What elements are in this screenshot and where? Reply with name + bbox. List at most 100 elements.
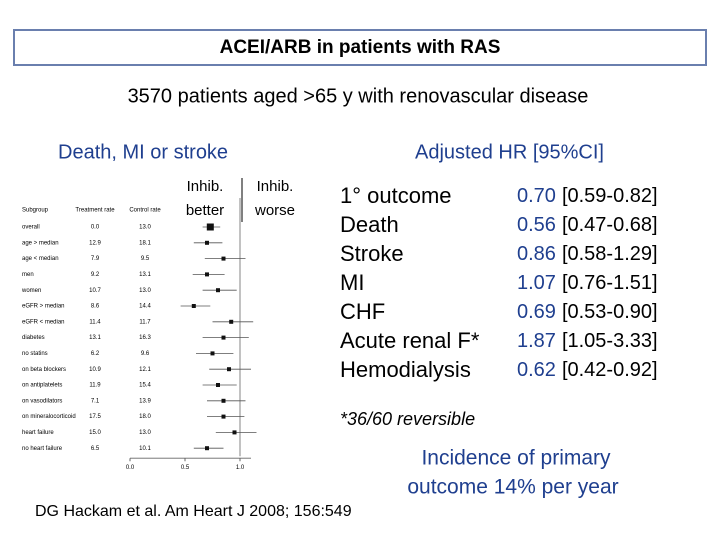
subgroup-label: on vasodilators (22, 398, 62, 404)
control-rate: 9.5 (141, 256, 150, 262)
treatment-rate: 6.2 (91, 351, 100, 357)
confidence-interval: [0.76-1.51] (562, 272, 658, 294)
control-rate: 18.1 (139, 240, 151, 246)
control-rate: 13.0 (139, 288, 151, 294)
outcome-name: Acute renal F* (340, 328, 480, 353)
hazard-ratio: 1.87 (517, 330, 556, 352)
treatment-rate: 10.7 (89, 288, 101, 294)
hazard-ratio: 1.07 (517, 272, 556, 294)
control-rate: 10.1 (139, 446, 151, 452)
subgroup-label: men (22, 272, 34, 278)
subgroup-label: women (21, 288, 41, 294)
treatment-rate: 8.6 (91, 304, 100, 310)
treatment-rate: 11.4 (89, 319, 101, 325)
column-header: Subgroup (22, 208, 49, 214)
hr-marker (216, 288, 220, 293)
forest-plot: Subgroup Treatment rate Control rate 0.0 0.5… (21, 198, 257, 471)
incidence: Incidence of primary (421, 447, 611, 470)
hazard-ratio: 0.69 (517, 301, 556, 323)
better-label: better (186, 202, 224, 219)
subgroup-label: on mineralocorticoid (22, 414, 76, 420)
outcome-value: 0.69 [0.53-0.90] (517, 301, 658, 323)
treatment-rate: 0.0 (91, 225, 100, 231)
hr-marker (227, 367, 231, 372)
column-header: Control rate (129, 208, 161, 214)
hr-marker (210, 351, 215, 356)
hazard-ratio: 0.86 (517, 243, 556, 265)
outcome-list: 1° outcome 0.70 [0.59-0.82] Death 0.56 [0.47-… (340, 183, 658, 382)
subgroup-label: no heart failure (22, 446, 63, 452)
confidence-interval: [0.47-0.68] (562, 214, 658, 236)
worse-label: Inhib. (257, 178, 294, 195)
incidence: outcome 14% per year (407, 476, 618, 499)
footnote: *36/60 reversible (340, 409, 475, 429)
outcome-name: 1° outcome (340, 183, 452, 208)
control-rate: 15.4 (139, 383, 151, 389)
subgroup-label: overall (22, 225, 40, 231)
hr-marker (205, 272, 209, 277)
treatment-rate: 12.9 (89, 240, 101, 246)
control-rate: 13.0 (139, 225, 151, 231)
treatment-rate: 10.9 (89, 367, 101, 373)
right-heading: Adjusted HR [95%CI] (415, 141, 604, 163)
hazard-ratio: 0.56 (517, 214, 556, 236)
control-rate: 14.4 (139, 304, 151, 310)
confidence-interval: [1.05-3.33] (562, 330, 658, 352)
outcome-name: CHF (340, 299, 385, 324)
hr-marker (221, 414, 226, 419)
hr-marker (232, 430, 237, 435)
outcome-value: 0.70 [0.59-0.82] (517, 185, 658, 207)
control-rate: 13.0 (139, 430, 151, 436)
outcome-value: 0.86 [0.58-1.29] (517, 243, 658, 265)
outcome-value: 0.62 [0.42-0.92] (517, 359, 658, 381)
confidence-interval: [0.58-1.29] (562, 243, 658, 265)
confidence-interval: [0.59-0.82] (562, 185, 658, 207)
outcome-name: Death (340, 212, 399, 237)
outcome-name: Hemodialysis (340, 357, 471, 382)
left-heading: Death, MI or stroke (58, 141, 228, 163)
control-rate: 18.0 (139, 414, 151, 420)
hr-marker (229, 319, 234, 324)
treatment-rate: 6.5 (91, 446, 100, 452)
subgroup-label: on beta blockers (22, 367, 66, 373)
hr-marker (205, 446, 209, 451)
hazard-ratio: 0.70 (517, 185, 556, 207)
hr-marker (216, 383, 220, 387)
hr-marker (205, 240, 209, 245)
better-label: Inhib. (187, 178, 224, 195)
subgroup-label: eGFR > median (22, 304, 65, 310)
hr-marker (221, 256, 226, 261)
control-rate: 13.9 (139, 398, 151, 404)
subgroup-label: eGFR < median (22, 319, 65, 325)
subtitle: 3570 patients aged >65 y with renovascul… (128, 85, 589, 107)
subgroup-label: age > median (22, 240, 59, 246)
control-rate: 12.1 (139, 367, 151, 373)
column-header: Treatment rate (75, 208, 115, 214)
outcome-name: MI (340, 270, 364, 295)
subgroup-label: age < median (22, 256, 59, 262)
subgroup-label: on antiplatelets (22, 383, 62, 389)
outcome-value: 0.56 [0.47-0.68] (517, 214, 658, 236)
outcome-value: 1.07 [0.76-1.51] (517, 272, 658, 294)
control-rate: 16.3 (139, 335, 151, 341)
x-tick-label: 0.5 (181, 465, 190, 471)
hr-marker (206, 223, 214, 231)
outcome-name: Stroke (340, 241, 404, 266)
citation: DG Hackam et al. Am Heart J 2008; 156:54… (35, 503, 352, 520)
hr-marker (221, 335, 226, 340)
hazard-ratio: 0.62 (517, 359, 556, 381)
hr-marker (221, 398, 226, 403)
subgroup-label: diabetes (22, 335, 45, 341)
x-tick-label: 1.0 (236, 465, 245, 471)
treatment-rate: 13.1 (89, 335, 101, 341)
confidence-interval: [0.42-0.92] (562, 359, 658, 381)
control-rate: 9.6 (141, 351, 150, 357)
treatment-rate: 17.5 (89, 414, 101, 420)
hr-marker (191, 304, 196, 308)
outcome-value: 1.87 [1.05-3.33] (517, 330, 658, 352)
subgroup-label: no statins (22, 351, 48, 357)
worse-label: worse (254, 202, 295, 219)
treatment-rate: 7.1 (91, 398, 100, 404)
control-rate: 11.7 (139, 319, 151, 325)
